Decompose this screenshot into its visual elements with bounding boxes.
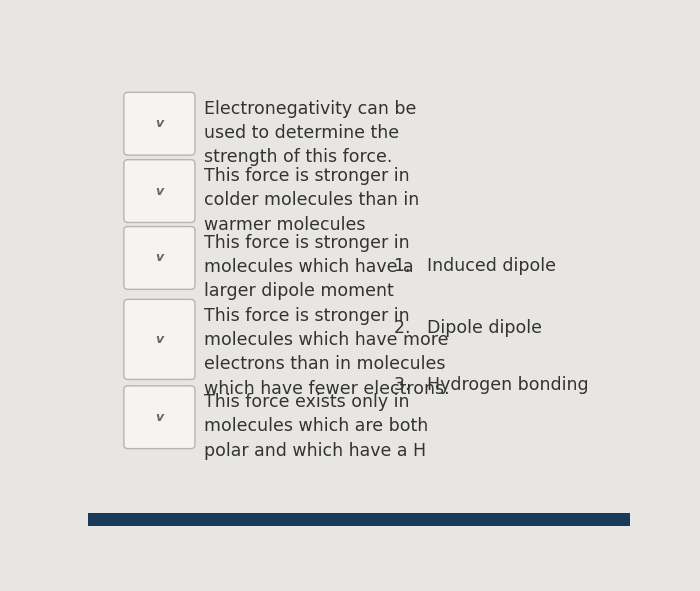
Text: 1.   Induced dipole: 1. Induced dipole [394, 258, 556, 275]
Text: v: v [155, 411, 163, 424]
Text: 2.   Dipole dipole: 2. Dipole dipole [394, 319, 542, 337]
Text: This force is stronger in
molecules which have a
larger dipole moment: This force is stronger in molecules whic… [204, 234, 414, 300]
Text: 3.   Hydrogen bonding: 3. Hydrogen bonding [394, 376, 589, 394]
Text: v: v [155, 184, 163, 197]
Text: This force is stronger in
molecules which have more
electrons than in molecules
: This force is stronger in molecules whic… [204, 307, 450, 398]
FancyBboxPatch shape [124, 160, 195, 222]
Text: This force exists only in
molecules which are both
polar and which have a H: This force exists only in molecules whic… [204, 393, 428, 460]
Bar [88, 513, 630, 526]
Text: v: v [155, 251, 163, 264]
Text: v: v [155, 333, 163, 346]
Text: This force is stronger in
colder molecules than in
warmer molecules: This force is stronger in colder molecul… [204, 167, 419, 233]
Text: Electronegativity can be
used to determine the
strength of this force.: Electronegativity can be used to determi… [204, 100, 416, 166]
FancyBboxPatch shape [124, 300, 195, 379]
FancyBboxPatch shape [124, 226, 195, 290]
Text: v: v [155, 117, 163, 130]
FancyBboxPatch shape [124, 386, 195, 449]
FancyBboxPatch shape [124, 92, 195, 155]
